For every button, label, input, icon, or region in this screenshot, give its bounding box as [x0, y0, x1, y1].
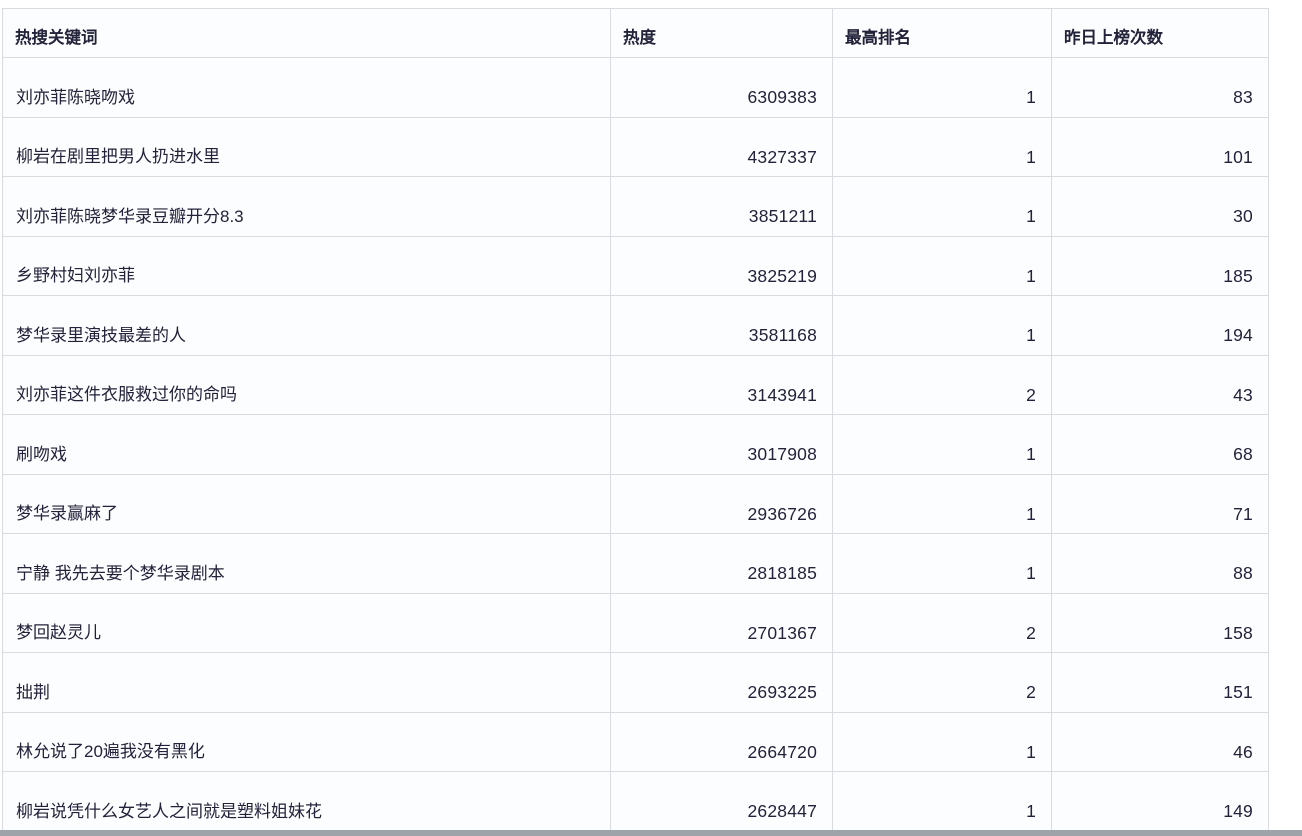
header-keyword[interactable]: 热搜关键词 — [2, 8, 611, 58]
table-row: 林允说了20遍我没有黑化 2664720 1 46 — [2, 711, 1269, 772]
cell-heat[interactable]: 4327337 — [610, 116, 833, 177]
cell-times_yday[interactable]: 151 — [1051, 652, 1269, 713]
cell-times_yday[interactable]: 88 — [1051, 533, 1269, 594]
window-bottom-edge — [0, 830, 1302, 836]
cell-times_yday[interactable]: 30 — [1051, 176, 1269, 237]
table-row: 梦回赵灵儿 2701367 2 158 — [2, 592, 1269, 653]
cell-heat[interactable]: 2936726 — [610, 473, 833, 534]
header-times-yday[interactable]: 昨日上榜次数 — [1051, 8, 1269, 58]
cell-heat[interactable]: 2664720 — [610, 711, 833, 772]
table-row: 柳岩说凭什么女艺人之间就是塑料姐妹花 2628447 1 149 — [2, 771, 1269, 832]
table-row: 柳岩在剧里把男人扔进水里 4327337 1 101 — [2, 116, 1269, 177]
cell-keyword[interactable]: 梦华录赢麻了 — [2, 473, 611, 534]
cell-times_yday[interactable]: 83 — [1051, 57, 1269, 118]
table-header: 热搜关键词 热度 最高排名 昨日上榜次数 — [2, 8, 1269, 58]
table-row: 拙荆 2693225 2 151 — [2, 652, 1269, 713]
cell-best_rank[interactable]: 1 — [832, 771, 1052, 832]
cell-keyword[interactable]: 宁静 我先去要个梦华录剧本 — [2, 533, 611, 594]
hot-search-table: 热搜关键词 热度 最高排名 昨日上榜次数 刘亦菲陈晓吻戏 6309383 1 83 柳岩… — [2, 8, 1269, 832]
cell-heat[interactable]: 3851211 — [610, 176, 833, 237]
header-best-rank[interactable]: 最高排名 — [832, 8, 1052, 58]
cell-best_rank[interactable]: 1 — [832, 57, 1052, 118]
cell-heat[interactable]: 3143941 — [610, 354, 833, 415]
cell-times_yday[interactable]: 71 — [1051, 473, 1269, 534]
cell-heat[interactable]: 2628447 — [610, 771, 833, 832]
cell-best_rank[interactable]: 1 — [832, 711, 1052, 772]
cell-keyword[interactable]: 梦华录里演技最差的人 — [2, 295, 611, 356]
cell-times_yday[interactable]: 68 — [1051, 414, 1269, 475]
table-row: 乡野村妇刘亦菲 3825219 1 185 — [2, 235, 1269, 296]
cell-heat[interactable]: 2701367 — [610, 592, 833, 653]
table-row: 刘亦菲陈晓梦华录豆瓣开分8.3 3851211 1 30 — [2, 176, 1269, 237]
cell-heat[interactable]: 3017908 — [610, 414, 833, 475]
cell-heat[interactable]: 3825219 — [610, 235, 833, 296]
cell-times_yday[interactable]: 158 — [1051, 592, 1269, 653]
table-row: 刷吻戏 3017908 1 68 — [2, 414, 1269, 475]
table-row: 刘亦菲陈晓吻戏 6309383 1 83 — [2, 57, 1269, 118]
cell-times_yday[interactable]: 101 — [1051, 116, 1269, 177]
cell-keyword[interactable]: 刷吻戏 — [2, 414, 611, 475]
table-row: 宁静 我先去要个梦华录剧本 2818185 1 88 — [2, 533, 1269, 594]
cell-best_rank[interactable]: 1 — [832, 533, 1052, 594]
header-heat[interactable]: 热度 — [610, 8, 833, 58]
cell-times_yday[interactable]: 194 — [1051, 295, 1269, 356]
cell-best_rank[interactable]: 1 — [832, 116, 1052, 177]
cell-keyword[interactable]: 梦回赵灵儿 — [2, 592, 611, 653]
cell-times_yday[interactable]: 149 — [1051, 771, 1269, 832]
table-body: 刘亦菲陈晓吻戏 6309383 1 83 柳岩在剧里把男人扔进水里 4327337 1 101… — [2, 57, 1269, 832]
cell-keyword[interactable]: 柳岩说凭什么女艺人之间就是塑料姐妹花 — [2, 771, 611, 832]
hot-search-table-container: 热搜关键词 热度 最高排名 昨日上榜次数 刘亦菲陈晓吻戏 6309383 1 83 柳岩… — [2, 8, 1269, 832]
cell-heat[interactable]: 6309383 — [610, 57, 833, 118]
cell-keyword[interactable]: 柳岩在剧里把男人扔进水里 — [2, 116, 611, 177]
cell-best_rank[interactable]: 2 — [832, 592, 1052, 653]
cell-keyword[interactable]: 刘亦菲这件衣服救过你的命吗 — [2, 354, 611, 415]
cell-best_rank[interactable]: 1 — [832, 295, 1052, 356]
cell-heat[interactable]: 3581168 — [610, 295, 833, 356]
cell-best_rank[interactable]: 2 — [832, 652, 1052, 713]
cell-keyword[interactable]: 刘亦菲陈晓吻戏 — [2, 57, 611, 118]
cell-best_rank[interactable]: 1 — [832, 473, 1052, 534]
cell-best_rank[interactable]: 2 — [832, 354, 1052, 415]
cell-heat[interactable]: 2818185 — [610, 533, 833, 594]
cell-best_rank[interactable]: 1 — [832, 235, 1052, 296]
cell-times_yday[interactable]: 43 — [1051, 354, 1269, 415]
cell-keyword[interactable]: 林允说了20遍我没有黑化 — [2, 711, 611, 772]
table-row: 梦华录赢麻了 2936726 1 71 — [2, 473, 1269, 534]
header-row: 热搜关键词 热度 最高排名 昨日上榜次数 — [2, 8, 1269, 58]
cell-keyword[interactable]: 拙荆 — [2, 652, 611, 713]
cell-best_rank[interactable]: 1 — [832, 176, 1052, 237]
cell-best_rank[interactable]: 1 — [832, 414, 1052, 475]
cell-keyword[interactable]: 乡野村妇刘亦菲 — [2, 235, 611, 296]
cell-times_yday[interactable]: 185 — [1051, 235, 1269, 296]
cell-times_yday[interactable]: 46 — [1051, 711, 1269, 772]
table-row: 梦华录里演技最差的人 3581168 1 194 — [2, 295, 1269, 356]
cell-heat[interactable]: 2693225 — [610, 652, 833, 713]
table-row: 刘亦菲这件衣服救过你的命吗 3143941 2 43 — [2, 354, 1269, 415]
cell-keyword[interactable]: 刘亦菲陈晓梦华录豆瓣开分8.3 — [2, 176, 611, 237]
